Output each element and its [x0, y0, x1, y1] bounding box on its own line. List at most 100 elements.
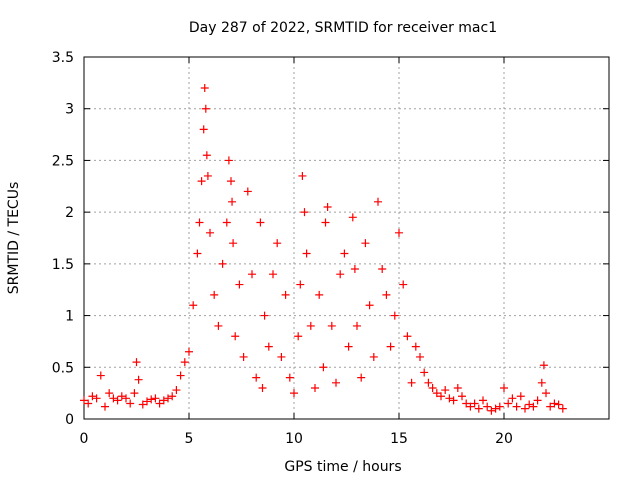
data-point — [185, 347, 193, 356]
data-point — [504, 399, 513, 408]
data-point — [407, 378, 416, 387]
data-point — [327, 321, 336, 330]
data-point — [546, 402, 555, 411]
data-point — [403, 332, 412, 341]
data-point — [453, 383, 462, 392]
grid-lines — [84, 57, 609, 419]
data-point — [411, 342, 420, 351]
data-point — [321, 218, 330, 227]
data-point — [260, 311, 269, 320]
data-point — [348, 213, 357, 222]
data-point — [529, 402, 538, 411]
data-point — [151, 394, 160, 403]
data-point — [206, 228, 214, 237]
data-point — [374, 197, 382, 206]
data-point — [390, 311, 399, 320]
data-point — [130, 389, 139, 398]
data-point — [323, 202, 332, 211]
data-point — [180, 358, 189, 367]
data-point — [224, 156, 233, 165]
data-point — [432, 389, 441, 398]
data-point — [474, 404, 483, 413]
data-point — [550, 399, 559, 408]
data-point — [340, 249, 349, 258]
data-point — [441, 386, 450, 395]
data-point — [437, 392, 445, 401]
x-tick-label: 10 — [285, 431, 303, 447]
data-point — [277, 352, 286, 361]
data-point — [117, 392, 126, 401]
y-axis-label: SRMTID / TECUs — [6, 182, 22, 295]
data-point — [239, 352, 248, 361]
data-point — [197, 177, 206, 186]
data-point — [365, 301, 374, 310]
data-point — [311, 383, 319, 392]
data-point — [290, 389, 298, 398]
data-point — [155, 399, 164, 408]
data-point — [353, 321, 361, 330]
data-point — [248, 270, 256, 279]
data-point — [227, 177, 235, 186]
data-point — [554, 400, 563, 409]
data-point — [256, 218, 265, 227]
data-point — [399, 280, 408, 289]
y-tick-label: 3 — [65, 102, 74, 118]
plot-frame — [83, 56, 610, 420]
data-point — [479, 396, 487, 405]
data-point — [537, 378, 546, 387]
data-point — [281, 290, 290, 299]
data-point — [378, 265, 387, 274]
data-point — [222, 218, 231, 227]
data-point — [147, 395, 156, 404]
data-point — [172, 386, 181, 395]
data-point — [332, 378, 340, 387]
data-point — [203, 171, 212, 180]
data-point — [132, 358, 141, 367]
x-axis-label: GPS time / hours — [284, 459, 401, 475]
data-point — [101, 402, 109, 411]
data-point — [164, 394, 172, 403]
data-point — [466, 402, 475, 411]
y-tick-label: 1.5 — [52, 257, 74, 273]
data-point — [88, 392, 97, 401]
data-point — [512, 402, 521, 411]
data-point — [200, 84, 209, 93]
data-point — [344, 342, 353, 351]
data-point — [369, 352, 378, 361]
data-point — [176, 371, 185, 380]
data-point — [285, 373, 294, 382]
data-point — [539, 361, 548, 370]
data-point — [315, 290, 324, 299]
data-point — [273, 239, 282, 248]
data-point — [361, 239, 370, 248]
data-point — [189, 301, 198, 310]
data-point — [231, 332, 240, 341]
x-tick-label: 20 — [495, 431, 513, 447]
data-point — [420, 368, 429, 377]
data-point — [462, 399, 471, 408]
y-tick-label: 3.5 — [52, 50, 74, 66]
data-point — [138, 400, 147, 409]
data-point — [210, 290, 219, 299]
data-point — [395, 228, 403, 237]
data-point — [424, 378, 433, 387]
data-point — [201, 104, 210, 113]
data-point — [416, 352, 424, 361]
data-point — [134, 375, 143, 384]
y-tick-label: 2.5 — [52, 153, 74, 169]
data-point — [228, 197, 237, 206]
data-point — [80, 396, 88, 405]
data-point — [92, 394, 101, 403]
data-point — [298, 171, 307, 180]
data-point — [126, 399, 135, 408]
data-point — [483, 402, 492, 411]
data-point — [243, 187, 252, 196]
data-point — [168, 392, 177, 401]
data-point — [122, 394, 130, 403]
data-point — [235, 280, 244, 289]
data-point — [516, 392, 525, 401]
data-point — [428, 383, 437, 392]
y-tick-label: 1 — [65, 309, 74, 325]
